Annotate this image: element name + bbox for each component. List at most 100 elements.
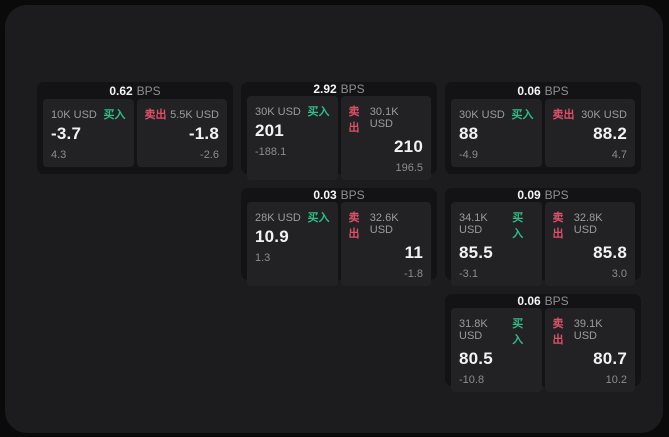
bps-value: 2.92 (313, 82, 337, 96)
sell-panel[interactable]: 卖出 30.1K USD 210 196.5 (340, 96, 431, 180)
card-header: 0.06 BPS (451, 294, 635, 308)
quote-card: 0.06 BPS 30K USD 买入 88 -4.9 卖出 30K USD 8… (445, 82, 641, 174)
buy-panel[interactable]: 10K USD 买入 -3.7 4.3 (43, 99, 134, 167)
bps-unit-label: BPS (544, 188, 569, 202)
sell-amount-label: 30.1K USD (369, 106, 399, 130)
buy-panel[interactable]: 30K USD 买入 88 -4.9 (451, 99, 542, 167)
sell-amount-label: 39.1K USD (573, 318, 603, 342)
buy-price-value: 85.5 (459, 243, 493, 262)
bps-value: 0.06 (517, 294, 541, 308)
sell-label-row: 卖出 5.5K USD (145, 106, 220, 122)
bps-unit-label: BPS (136, 83, 161, 98)
sell-panel[interactable]: 卖出 32.6K USD 11 -1.8 (340, 202, 431, 286)
sell-price-value: -1.8 (188, 124, 219, 143)
buy-label-row: 10K USD 买入 (51, 106, 126, 122)
buy-price-value: 10.9 (255, 227, 289, 246)
app-surface: 0.62 BPS 10K USD 买入 -3.7 4.3 卖出 5.5K USD… (5, 5, 663, 433)
buy-side-label: 买入 (103, 109, 126, 121)
sell-delta-value: 10.2 (605, 374, 627, 386)
sell-label-row: 卖出 30K USD (553, 106, 628, 122)
quote-card: 0.06 BPS 31.8K USD 买入 80.5 -10.8 卖出 39.1… (445, 294, 641, 392)
buy-amount-label: 30K USD (459, 109, 505, 121)
buy-label-row: 34.1K USD 买入 (459, 209, 534, 241)
buy-panel[interactable]: 30K USD 买入 201 -188.1 (247, 96, 338, 180)
buy-price-value: 80.5 (459, 349, 493, 368)
card-header: 2.92 BPS (247, 82, 431, 96)
quote-card: 0.03 BPS 28K USD 买入 10.9 1.3 卖出 32.6K US… (241, 188, 437, 286)
sell-side-label: 卖出 (348, 212, 360, 240)
buy-price-value: 201 (255, 121, 284, 140)
quote-panels: 30K USD 买入 201 -188.1 卖出 30.1K USD 210 1… (247, 96, 431, 180)
sell-amount-label: 32.6K USD (369, 212, 399, 236)
buy-side-label: 买入 (511, 109, 534, 121)
quote-panels: 34.1K USD 买入 85.5 -3.1 卖出 32.8K USD 85.8… (451, 202, 635, 286)
card-header: 0.09 BPS (451, 188, 635, 202)
sell-panel[interactable]: 卖出 5.5K USD -1.8 -2.6 (136, 99, 227, 167)
buy-side-label: 买入 (307, 212, 330, 224)
bps-value: 0.06 (517, 83, 541, 98)
sell-side-label: 卖出 (552, 318, 564, 346)
sell-panel[interactable]: 卖出 39.1K USD 80.7 10.2 (544, 308, 635, 392)
sell-side-label: 卖出 (144, 109, 167, 121)
sell-price-value: 210 (394, 137, 423, 156)
sell-amount-label: 30K USD (581, 109, 627, 121)
buy-panel[interactable]: 28K USD 买入 10.9 1.3 (247, 202, 338, 286)
sell-side-label: 卖出 (552, 212, 564, 240)
sell-panel[interactable]: 卖出 32.8K USD 85.8 3.0 (544, 202, 635, 286)
buy-side-label: 买入 (512, 212, 524, 240)
buy-delta-value: -3.1 (459, 268, 478, 280)
card-header: 0.62 BPS (43, 82, 227, 99)
sell-delta-value: 3.0 (611, 268, 627, 280)
sell-amount-label: 5.5K USD (170, 109, 219, 121)
quote-panels: 10K USD 买入 -3.7 4.3 卖出 5.5K USD -1.8 -2.… (43, 99, 227, 167)
buy-amount-label: 31.8K USD (459, 318, 488, 342)
buy-amount-label: 34.1K USD (459, 212, 488, 236)
buy-delta-value: -4.9 (459, 149, 478, 161)
sell-delta-value: 196.5 (395, 162, 423, 174)
bps-value: 0.03 (313, 188, 337, 202)
sell-delta-value: 4.7 (611, 149, 627, 161)
sell-side-label: 卖出 (348, 106, 360, 134)
buy-amount-label: 28K USD (255, 212, 301, 224)
buy-label-row: 28K USD 买入 (255, 209, 330, 225)
buy-delta-value: -10.8 (459, 374, 485, 386)
bps-unit-label: BPS (544, 83, 569, 98)
sell-price-value: 11 (404, 243, 423, 262)
buy-panel[interactable]: 34.1K USD 买入 85.5 -3.1 (451, 202, 542, 286)
quote-card: 2.92 BPS 30K USD 买入 201 -188.1 卖出 30.1K … (241, 82, 437, 180)
buy-side-label: 买入 (512, 318, 524, 346)
buy-panel[interactable]: 31.8K USD 买入 80.5 -10.8 (451, 308, 542, 392)
buy-amount-label: 10K USD (51, 109, 97, 121)
bps-unit-label: BPS (340, 82, 365, 96)
buy-delta-value: 1.3 (255, 252, 271, 264)
buy-side-label: 买入 (307, 106, 330, 118)
card-header: 0.03 BPS (247, 188, 431, 202)
buy-label-row: 30K USD 买入 (255, 103, 330, 119)
sell-label-row: 卖出 32.6K USD (349, 209, 424, 241)
quote-panels: 28K USD 买入 10.9 1.3 卖出 32.6K USD 11 -1.8 (247, 202, 431, 286)
cards-grid: 0.62 BPS 10K USD 买入 -3.7 4.3 卖出 5.5K USD… (37, 82, 641, 392)
buy-label-row: 31.8K USD 买入 (459, 315, 534, 347)
buy-amount-label: 30K USD (255, 106, 301, 118)
sell-side-label: 卖出 (552, 109, 575, 121)
sell-price-value: 88.2 (593, 124, 627, 143)
quote-card: 0.62 BPS 10K USD 买入 -3.7 4.3 卖出 5.5K USD… (37, 82, 233, 174)
sell-label-row: 卖出 30.1K USD (349, 103, 424, 135)
buy-price-value: 88 (459, 124, 479, 143)
sell-label-row: 卖出 32.8K USD (553, 209, 628, 241)
quote-card: 0.09 BPS 34.1K USD 买入 85.5 -3.1 卖出 32.8K… (445, 188, 641, 286)
buy-delta-value: -188.1 (255, 146, 287, 158)
sell-delta-value: -1.8 (404, 268, 423, 280)
bps-unit-label: BPS (340, 188, 365, 202)
sell-label-row: 卖出 39.1K USD (553, 315, 628, 347)
card-header: 0.06 BPS (451, 82, 635, 99)
sell-price-value: 85.8 (593, 243, 627, 262)
buy-label-row: 30K USD 买入 (459, 106, 534, 122)
buy-delta-value: 4.3 (51, 149, 67, 161)
quote-panels: 30K USD 买入 88 -4.9 卖出 30K USD 88.2 4.7 (451, 99, 635, 167)
quote-panels: 31.8K USD 买入 80.5 -10.8 卖出 39.1K USD 80.… (451, 308, 635, 392)
bps-value: 0.62 (109, 83, 133, 98)
sell-panel[interactable]: 卖出 30K USD 88.2 4.7 (544, 99, 635, 167)
sell-amount-label: 32.8K USD (573, 212, 603, 236)
sell-price-value: 80.7 (593, 349, 627, 368)
